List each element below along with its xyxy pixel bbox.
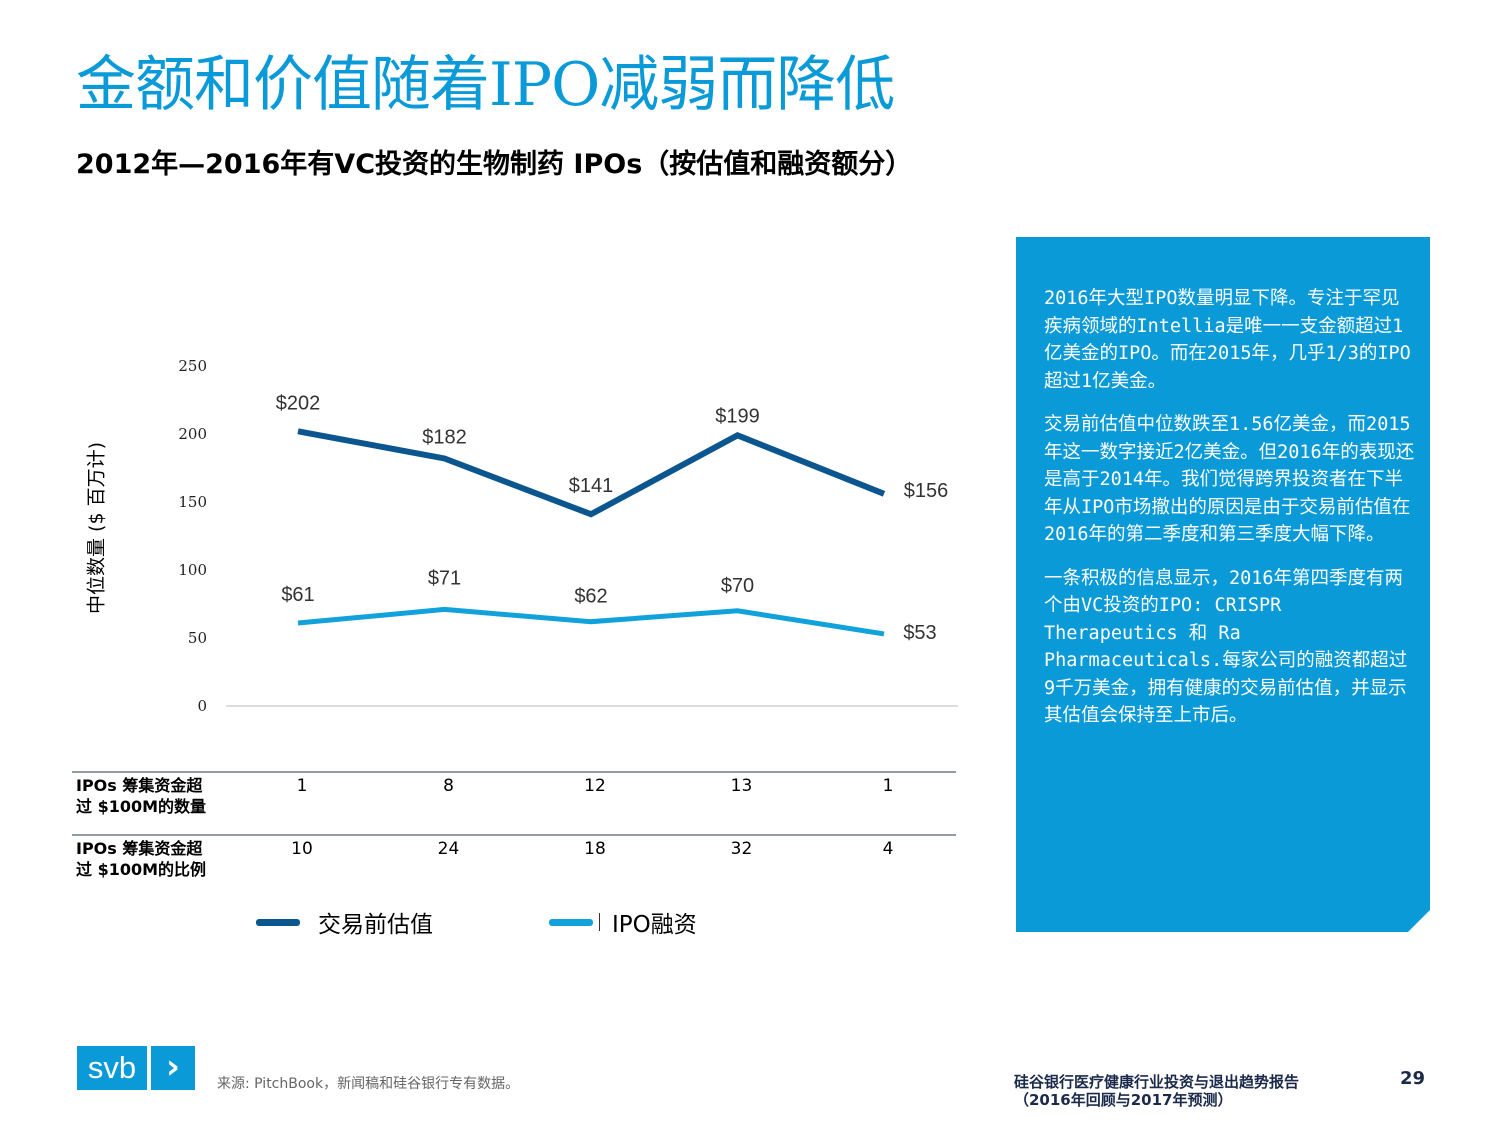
report-title-line1: 硅谷银行医疗健康行业投资与退出趋势报告 xyxy=(1014,1073,1300,1091)
table-row-label-count-line1: IPOs 筹集资金超 xyxy=(76,776,203,795)
y-tick-label-200: 200 xyxy=(178,425,207,443)
commentary-paragraph-3: 一条积极的信息显示，2016年第四季度有两个由VC投资的IPO: CRISPR … xyxy=(1044,567,1408,727)
data-label-s1-2016: $156 xyxy=(904,480,949,502)
page-number: 29 xyxy=(1400,1068,1426,1089)
legend-item-ipo: IPO融资 xyxy=(549,905,697,939)
data-label-s1-2012: $202 xyxy=(276,392,321,414)
source-note: 来源: PitchBook，新闻稿和硅谷银行专有数据。 xyxy=(217,1076,520,1092)
data-label-s2-2012: $61 xyxy=(281,584,314,606)
y-tick-label-0: 0 xyxy=(197,697,207,715)
table-cell-r2-2012: 10 xyxy=(291,839,313,859)
data-label-s2-2016: $53 xyxy=(903,622,936,644)
legend-separator xyxy=(599,913,600,931)
line-chart: 05010015020025020122013201420152016$202$… xyxy=(178,357,958,715)
table-cell-r2-2014: 18 xyxy=(584,839,606,859)
table-cell-r1-2013: 8 xyxy=(443,776,454,796)
y-axis-label: 中位数量 ($ 百万计) xyxy=(80,428,110,628)
table-cell-r2-2016: 4 xyxy=(882,839,894,859)
table-cell-r2-2015: 32 xyxy=(730,839,753,859)
svb-logo-word: svb xyxy=(77,1046,147,1090)
table-row-label-ratio-line2: 过 $100M的比例 xyxy=(76,860,207,879)
series-line-2 xyxy=(297,606,885,637)
report-title-line2: （2016年回顾与2017年预测） xyxy=(1014,1091,1233,1109)
svb-logo: svb › xyxy=(77,1046,195,1090)
table-cell-r1-2014: 12 xyxy=(584,776,606,796)
table-row-label-ratio: IPOs 筹集资金超 过 $100M的比例 xyxy=(76,838,206,880)
table-row-label-ratio-line1: IPOs 筹集资金超 xyxy=(76,839,203,858)
table-cell-r1-2015: 13 xyxy=(730,776,753,796)
table-rule-middle xyxy=(72,834,956,836)
chevron-right-icon: › xyxy=(151,1046,195,1090)
legend-swatch-ipo xyxy=(549,918,593,926)
table-cell-r2-2013: 24 xyxy=(437,839,460,859)
data-label-s1-2013: $182 xyxy=(422,426,467,448)
page-title: 金额和价值随着IPO减弱而降低 xyxy=(76,50,895,120)
y-tick-label-100: 100 xyxy=(178,561,207,579)
report-title: 硅谷银行医疗健康行业投资与退出趋势报告 （2016年回顾与2017年预测） xyxy=(1014,1073,1299,1109)
table-row-label-count: IPOs 筹集资金超 过 $100M的数量 xyxy=(76,775,206,817)
data-label-s2-2014: $62 xyxy=(574,586,607,608)
y-axis-label-text: 中位数量 ($ 百万计) xyxy=(85,442,108,614)
page-subtitle: 2012年—2016年有VC投资的生物制药 IPOs（按估值和融资额分） xyxy=(76,149,913,180)
legend-swatch-valuation xyxy=(256,918,300,926)
legend-label-valuation: 交易前估值 xyxy=(318,912,433,938)
panel-corner-fold xyxy=(1408,910,1430,932)
data-label-s1-2015: $199 xyxy=(715,405,760,427)
series-line-1 xyxy=(297,428,886,518)
y-tick-label-250: 250 xyxy=(178,357,207,375)
commentary-panel: 2016年大型IPO数量明显下降。专注于罕见疾病领域的Intellia是唯一一支… xyxy=(1016,237,1430,932)
y-tick-label-50: 50 xyxy=(188,629,207,647)
data-label-s1-2014: $141 xyxy=(569,475,614,497)
data-label-s2-2015: $70 xyxy=(721,575,754,597)
commentary-text: 2016年大型IPO数量明显下降。专注于罕见疾病领域的Intellia是唯一一支… xyxy=(1044,285,1416,746)
legend-label-ipo: IPO融资 xyxy=(612,912,697,938)
y-tick-label-150: 150 xyxy=(178,493,207,511)
data-label-s2-2013: $71 xyxy=(428,567,461,589)
legend-item-valuation: 交易前估值 xyxy=(256,905,433,939)
commentary-paragraph-1: 2016年大型IPO数量明显下降。专注于罕见疾病领域的Intellia是唯一一支… xyxy=(1044,288,1411,392)
commentary-paragraph-2: 交易前估值中位数跌至1.56亿美金，而2015年这一数字接近2亿美金。但2016… xyxy=(1044,414,1415,545)
table-row-label-count-line2: 过 $100M的数量 xyxy=(76,797,207,816)
table-rule-top xyxy=(72,771,956,773)
table-cell-r1-2016: 1 xyxy=(882,776,894,796)
table-cell-r1-2012: 1 xyxy=(296,776,308,796)
